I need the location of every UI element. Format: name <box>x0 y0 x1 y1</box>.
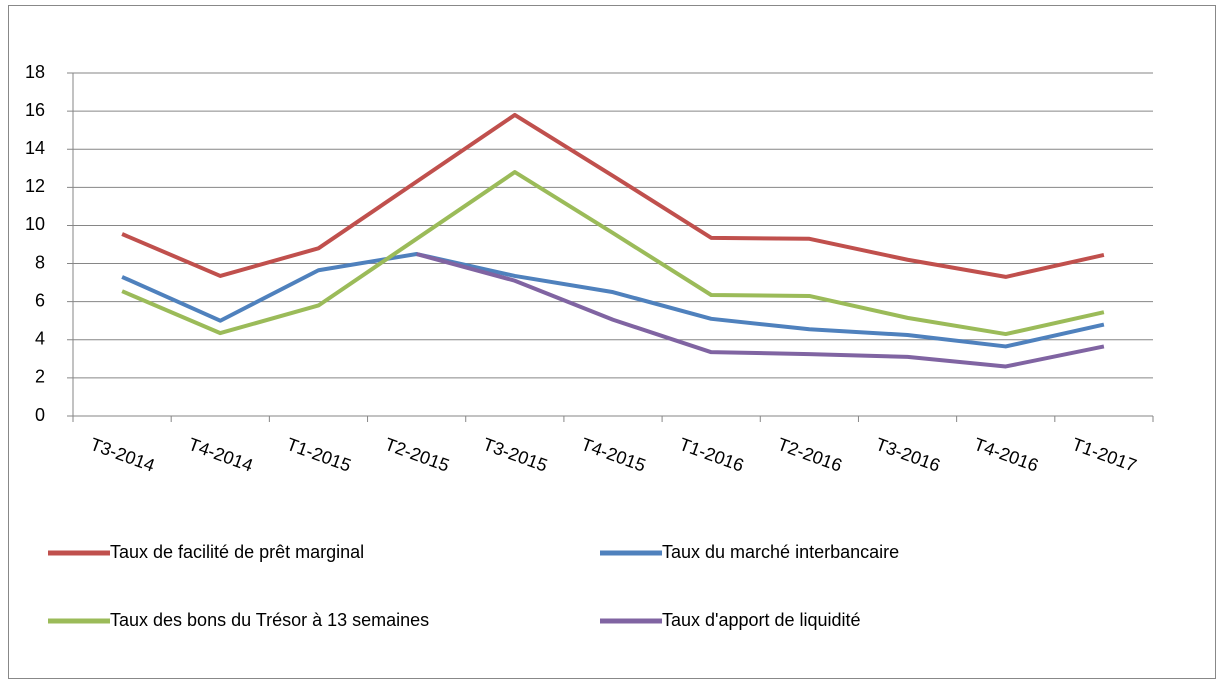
y-tick-label: 8 <box>35 252 45 272</box>
legend-label: Taux de facilité de prêt marginal <box>110 542 364 562</box>
y-tick-label: 6 <box>35 290 45 310</box>
series-line <box>121 170 1105 337</box>
legend-label: Taux des bons du Trésor à 13 semaines <box>110 610 429 630</box>
y-tick-label: 2 <box>35 367 45 387</box>
series-line <box>416 252 1105 369</box>
series-line <box>121 252 1105 349</box>
y-tick-label: 12 <box>25 176 45 196</box>
y-tick-label: 16 <box>25 100 45 120</box>
chart-frame <box>8 5 1216 679</box>
legend-label: Taux d'apport de liquidité <box>662 610 861 630</box>
legend-label: Taux du marché interbancaire <box>662 542 899 562</box>
y-tick-label: 10 <box>25 214 45 234</box>
y-tick-label: 14 <box>25 138 45 158</box>
y-tick-label: 18 <box>25 62 45 82</box>
y-tick-label: 4 <box>35 329 45 349</box>
y-tick-label: 0 <box>35 405 45 425</box>
series-line <box>121 112 1105 279</box>
